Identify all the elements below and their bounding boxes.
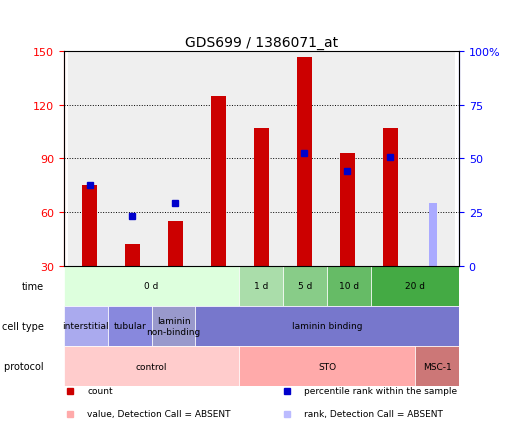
Text: value, Detection Call = ABSENT: value, Detection Call = ABSENT — [87, 410, 230, 418]
Bar — [196, 52, 239, 266]
FancyBboxPatch shape — [64, 346, 239, 386]
FancyBboxPatch shape — [239, 346, 414, 386]
Bar — [253, 129, 268, 266]
Text: cell type: cell type — [2, 321, 44, 331]
Bar — [211, 97, 225, 266]
Text: control: control — [135, 362, 167, 371]
Bar — [382, 129, 397, 266]
FancyBboxPatch shape — [414, 346, 458, 386]
Bar — [68, 52, 111, 266]
Bar — [111, 52, 154, 266]
Bar — [296, 57, 311, 266]
Text: 0 d: 0 d — [144, 282, 158, 290]
Text: 1 d: 1 d — [253, 282, 268, 290]
Bar — [368, 52, 411, 266]
Text: laminin binding: laminin binding — [292, 322, 362, 331]
Text: 10 d: 10 d — [338, 282, 358, 290]
Text: 5 d: 5 d — [298, 282, 312, 290]
FancyBboxPatch shape — [64, 306, 107, 346]
Bar — [82, 186, 97, 266]
Text: growth protocol: growth protocol — [0, 361, 44, 371]
Text: time: time — [22, 281, 44, 291]
Text: STO: STO — [318, 362, 335, 371]
Text: percentile rank within the sample: percentile rank within the sample — [303, 386, 456, 395]
FancyBboxPatch shape — [107, 306, 151, 346]
Text: laminin
non-binding: laminin non-binding — [146, 316, 200, 336]
Text: interstitial: interstitial — [62, 322, 109, 331]
Bar — [239, 52, 282, 266]
Bar — [325, 52, 368, 266]
FancyBboxPatch shape — [371, 266, 458, 306]
Text: count: count — [87, 386, 112, 395]
Bar — [125, 245, 140, 266]
FancyBboxPatch shape — [151, 306, 195, 346]
Text: MSC-1: MSC-1 — [422, 362, 450, 371]
FancyBboxPatch shape — [283, 266, 327, 306]
Title: GDS699 / 1386071_at: GDS699 / 1386071_at — [184, 36, 337, 49]
Bar — [339, 154, 354, 266]
FancyBboxPatch shape — [239, 266, 283, 306]
Bar — [282, 52, 325, 266]
Bar — [411, 52, 454, 266]
Text: rank, Detection Call = ABSENT: rank, Detection Call = ABSENT — [303, 410, 442, 418]
Bar — [154, 52, 196, 266]
FancyBboxPatch shape — [195, 306, 458, 346]
Bar — [167, 221, 183, 266]
Text: tubular: tubular — [113, 322, 146, 331]
Bar — [429, 204, 436, 266]
FancyBboxPatch shape — [327, 266, 371, 306]
Text: 20 d: 20 d — [404, 282, 424, 290]
FancyBboxPatch shape — [64, 266, 239, 306]
